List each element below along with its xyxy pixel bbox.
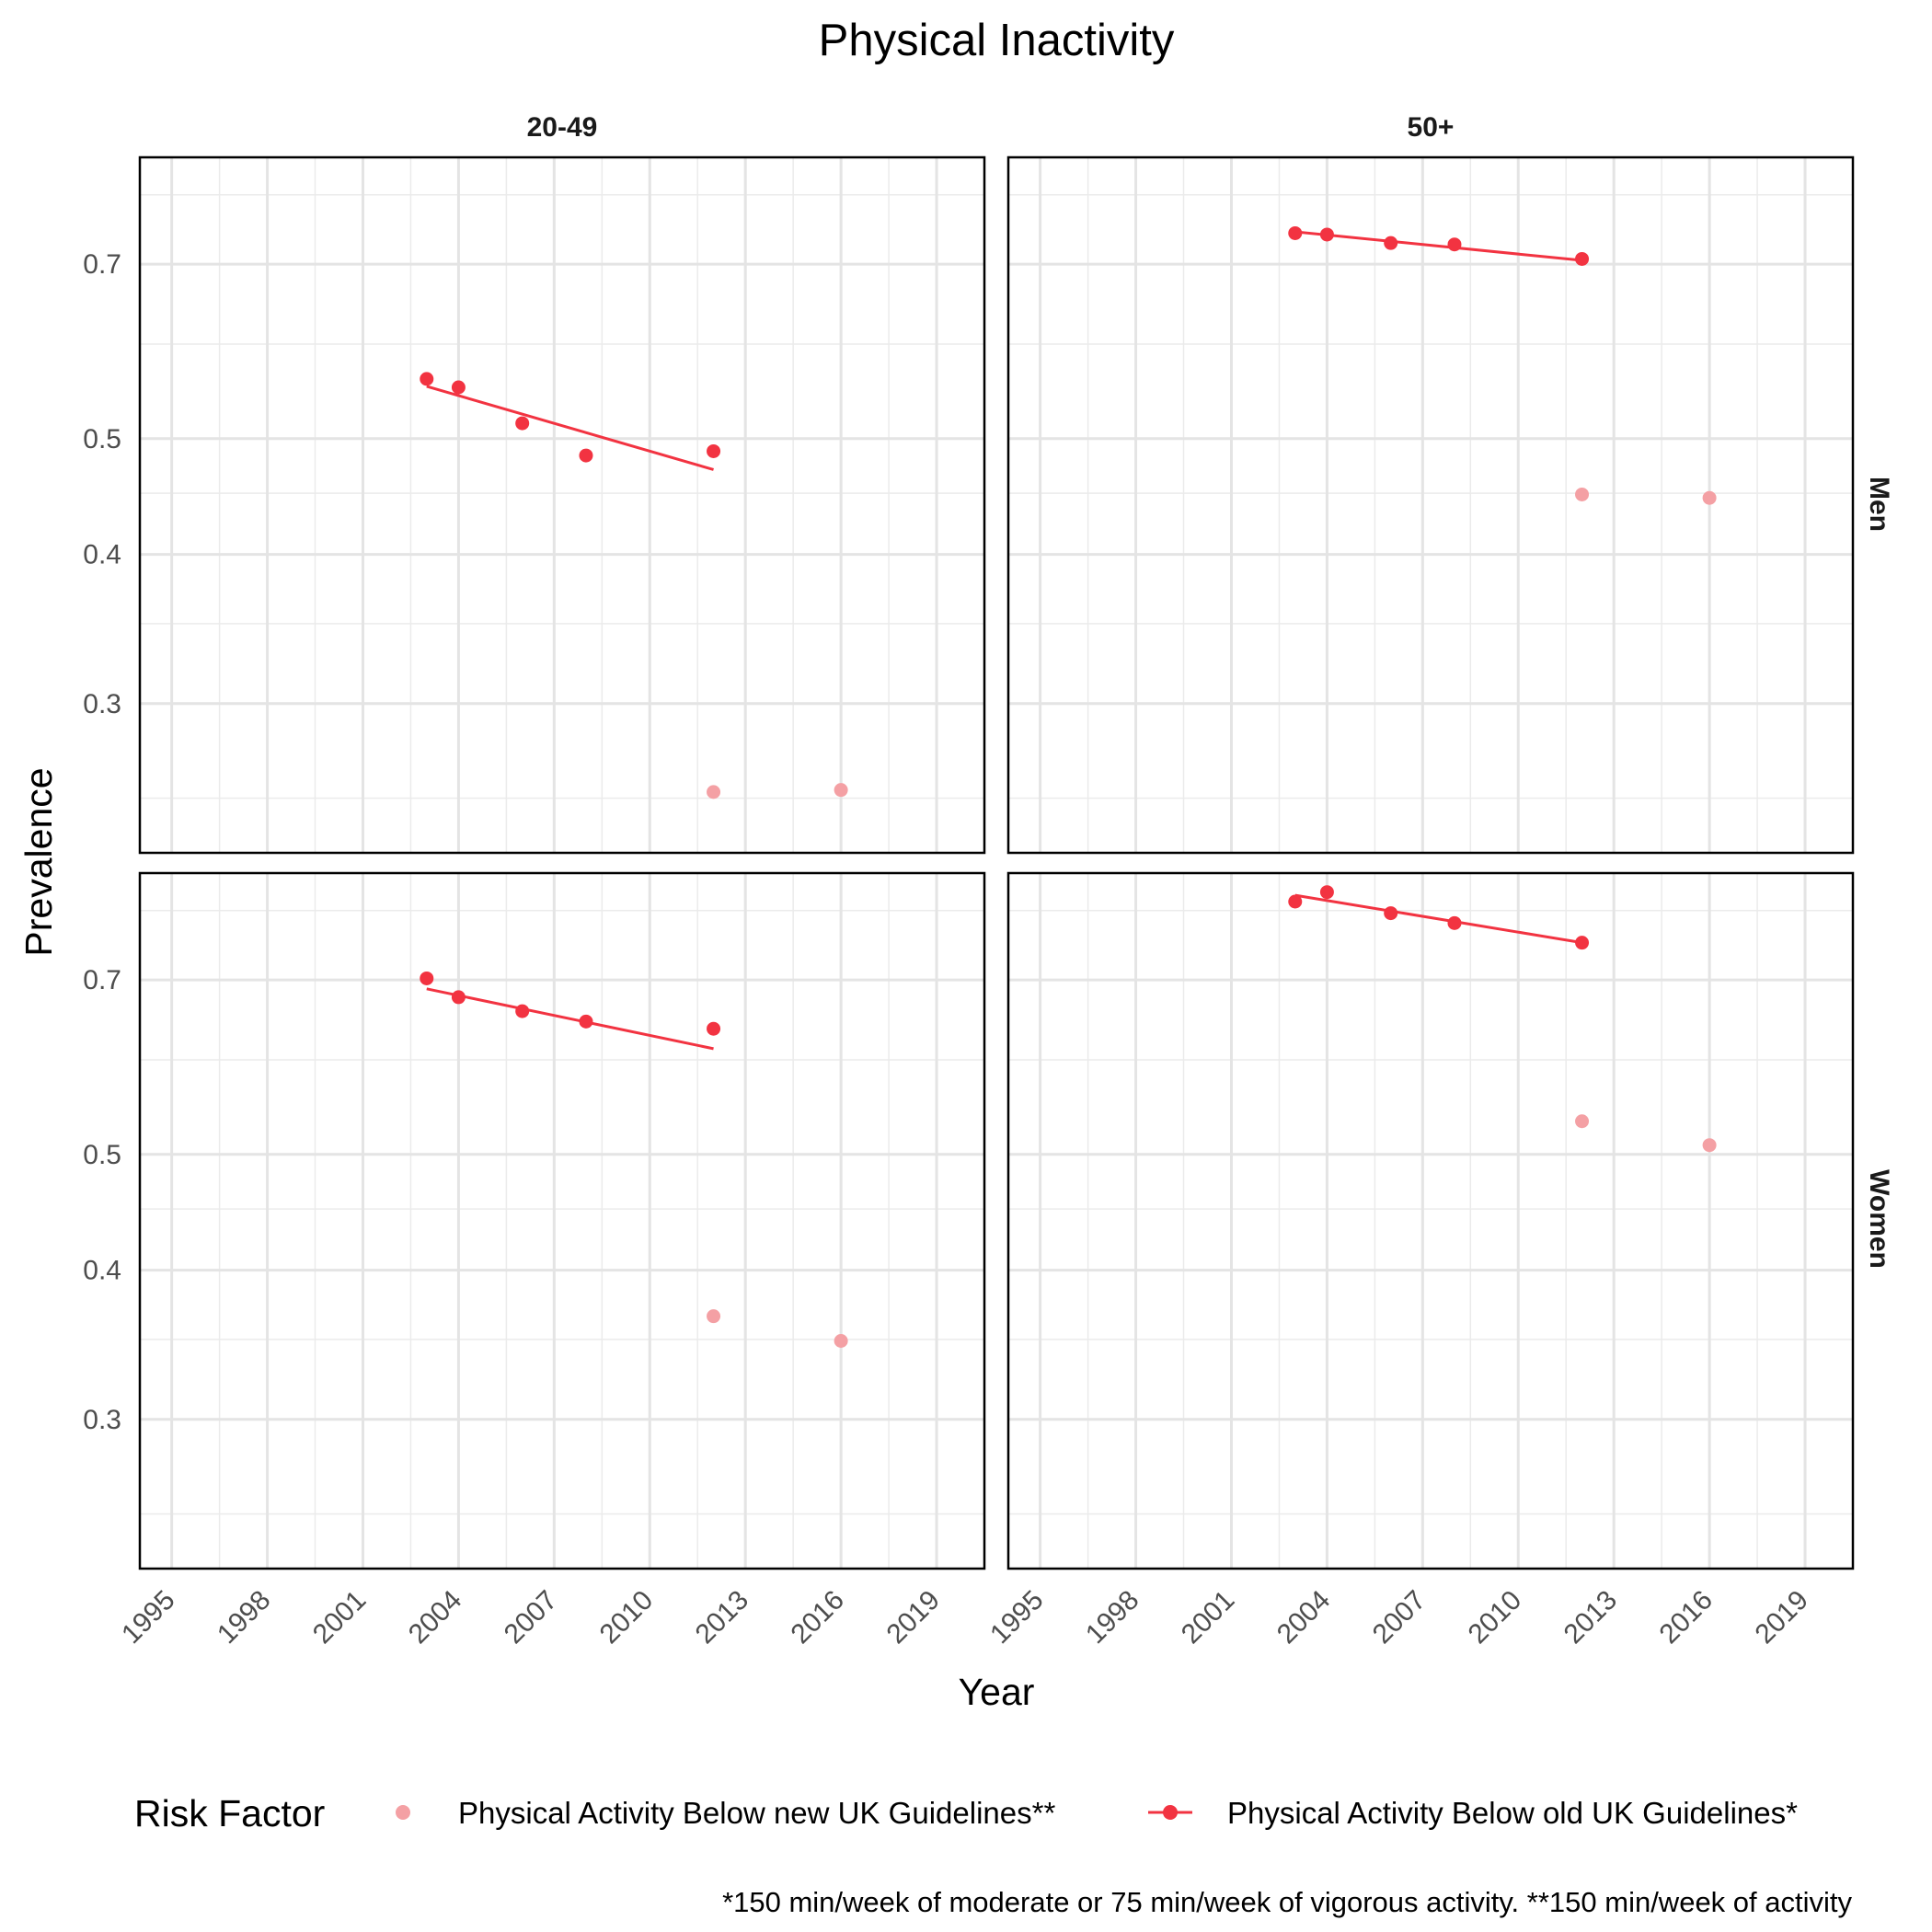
caption: *150 min/week of moderate or 75 min/week… xyxy=(722,1886,1852,1918)
x-tick-label: 1995 xyxy=(984,1585,1050,1650)
strip-label-women: Women xyxy=(1864,1169,1894,1269)
chart-title: Physical Inactivity xyxy=(819,16,1175,65)
y-tick-label: 0.7 xyxy=(83,249,121,280)
trend-line-old-guidelines xyxy=(1294,893,1582,945)
y-tick-label: 0.5 xyxy=(83,1140,121,1170)
data-point-old-guidelines xyxy=(1288,225,1303,240)
legend-label-new-guidelines: Physical Activity Below new UK Guideline… xyxy=(458,1796,1055,1830)
x-tick-label: 1995 xyxy=(116,1585,181,1650)
data-point-old-guidelines xyxy=(451,990,466,1005)
legend: Risk Factor Physical Activity Below new … xyxy=(134,1792,1798,1834)
data-point-old-guidelines xyxy=(707,443,721,458)
data-point-old-guidelines xyxy=(1575,936,1590,950)
data-point-old-guidelines xyxy=(1447,237,1462,252)
data-point-new-guidelines xyxy=(834,783,848,798)
data-point-old-guidelines xyxy=(707,1021,721,1036)
y-tick-label: 0.7 xyxy=(83,965,121,995)
y-tick-label: 0.3 xyxy=(83,689,121,719)
data-point-old-guidelines xyxy=(515,416,530,431)
panel-border xyxy=(138,155,986,855)
x-tick-label: 2007 xyxy=(1367,1585,1432,1650)
y-tick-label: 0.4 xyxy=(83,1256,121,1286)
data-point-new-guidelines xyxy=(1702,490,1717,505)
data-point-new-guidelines xyxy=(834,1333,848,1348)
data-point-old-guidelines xyxy=(1575,251,1590,266)
panel-men-20-49 xyxy=(138,155,986,855)
x-tick-label: 2001 xyxy=(307,1585,373,1650)
data-point-new-guidelines xyxy=(707,1309,721,1324)
x-tick-label: 2013 xyxy=(1558,1585,1624,1650)
data-point-new-guidelines xyxy=(1702,1138,1717,1153)
data-point-old-guidelines xyxy=(579,448,593,463)
y-tick-label: 0.3 xyxy=(83,1405,121,1435)
y-axis-title: Prevalence xyxy=(17,767,60,956)
x-tick-label: 2004 xyxy=(1271,1585,1337,1650)
panel-women-50plus xyxy=(1006,871,1855,1570)
x-tick-label: 2001 xyxy=(1176,1585,1241,1650)
data-point-old-guidelines xyxy=(1319,227,1334,242)
data-point-old-guidelines xyxy=(1319,885,1334,900)
x-axis-title: Year xyxy=(959,1671,1035,1713)
x-tick-label: 2013 xyxy=(690,1585,755,1650)
legend-title: Risk Factor xyxy=(134,1792,325,1834)
data-point-new-guidelines xyxy=(1575,487,1590,501)
trend-line-old-guidelines xyxy=(426,385,714,471)
data-point-old-guidelines xyxy=(1288,894,1303,909)
data-point-old-guidelines xyxy=(1384,236,1398,250)
data-point-old-guidelines xyxy=(1447,915,1462,930)
data-point-old-guidelines xyxy=(515,1004,530,1018)
data-point-old-guidelines xyxy=(420,971,434,985)
data-point-old-guidelines xyxy=(579,1014,593,1029)
x-tick-label: 2004 xyxy=(403,1585,468,1650)
x-tick-label: 1998 xyxy=(212,1585,277,1650)
data-point-old-guidelines xyxy=(1384,906,1398,921)
legend-key-old-guidelines-point xyxy=(1163,1805,1178,1820)
data-point-old-guidelines xyxy=(451,380,466,395)
axis-tick-labels: 0.3 0.4 0.5 0.7 0.3 0.4 0.5 0.7 1995 1998 2001 2004… xyxy=(83,249,1814,1650)
x-tick-label: 2016 xyxy=(786,1585,851,1650)
x-tick-label: 2016 xyxy=(1654,1585,1719,1650)
x-tick-label: 2010 xyxy=(594,1585,660,1650)
x-tick-label: 1998 xyxy=(1080,1585,1145,1650)
data-point-old-guidelines xyxy=(420,372,434,386)
x-tick-label: 2007 xyxy=(499,1585,564,1650)
panel-women-20-49 xyxy=(138,871,986,1570)
x-tick-label: 2010 xyxy=(1463,1585,1528,1650)
x-tick-label: 2019 xyxy=(1749,1585,1814,1650)
data-point-new-guidelines xyxy=(707,785,721,799)
strip-label-50plus: 50+ xyxy=(1408,112,1455,143)
panel-men-50plus xyxy=(1006,155,1855,855)
data-point-new-guidelines xyxy=(1575,1114,1590,1129)
facet-panels xyxy=(138,155,1855,1570)
strip-label-20-49: 20-49 xyxy=(527,112,598,143)
trend-line-old-guidelines xyxy=(1294,230,1582,262)
y-tick-label: 0.5 xyxy=(83,424,121,454)
trend-line-old-guidelines xyxy=(426,987,714,1051)
y-tick-label: 0.4 xyxy=(83,540,121,570)
panel-border xyxy=(1006,871,1855,1570)
panel-border xyxy=(138,871,986,1570)
strip-label-men: Men xyxy=(1864,477,1894,532)
panel-border xyxy=(1006,155,1855,855)
legend-key-new-guidelines xyxy=(396,1805,410,1820)
x-tick-label: 2019 xyxy=(880,1585,946,1650)
legend-label-old-guidelines: Physical Activity Below old UK Guideline… xyxy=(1227,1796,1798,1830)
